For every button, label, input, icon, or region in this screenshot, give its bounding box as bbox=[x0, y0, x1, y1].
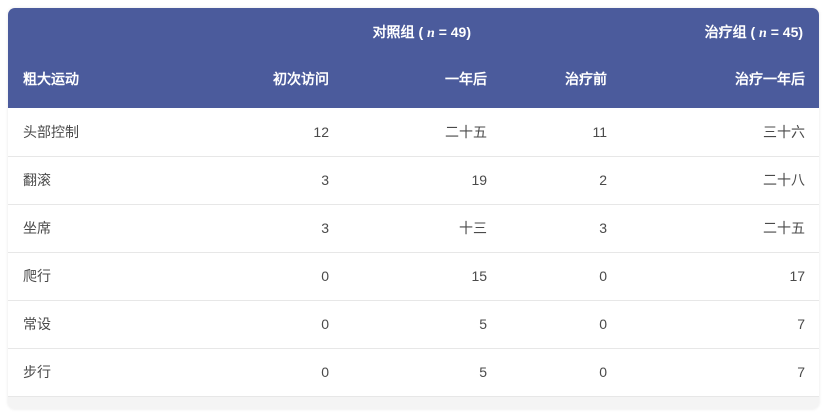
table-header: 对照组 ( n = 49) 治疗组 ( n = 45) 粗大运动 初次访问 一年… bbox=[8, 8, 819, 108]
column-header-pre-treatment: 治疗前 bbox=[501, 56, 622, 108]
cell-value: 5 bbox=[343, 347, 502, 396]
cell-value: 3 bbox=[208, 155, 343, 204]
row-label: 爬行 bbox=[8, 251, 208, 300]
column-header-treatment-one-year: 治疗一年后 bbox=[621, 56, 819, 108]
cell-value: 0 bbox=[501, 347, 622, 396]
cell-value: 0 bbox=[208, 347, 343, 396]
cell-value: 三十六 bbox=[621, 108, 819, 156]
table-body: 头部控制 12 二十五 11 三十六 翻滚 3 19 2 二十八 坐席 3 十三 bbox=[8, 108, 819, 396]
cell-value: 3 bbox=[208, 203, 343, 252]
cell-value: 二十五 bbox=[621, 203, 819, 252]
n-symbol: n bbox=[759, 26, 767, 41]
row-label: 常设 bbox=[8, 299, 208, 348]
cell-value: 19 bbox=[343, 155, 502, 204]
cell-value: 十三 bbox=[343, 203, 502, 252]
group-header-spacer bbox=[8, 8, 208, 56]
gross-motor-table: 对照组 ( n = 49) 治疗组 ( n = 45) 粗大运动 初次访问 一年… bbox=[8, 8, 819, 396]
table-row: 头部控制 12 二十五 11 三十六 bbox=[8, 108, 819, 156]
data-table-card: 对照组 ( n = 49) 治疗组 ( n = 45) 粗大运动 初次访问 一年… bbox=[8, 8, 819, 409]
column-header-row: 粗大运动 初次访问 一年后 治疗前 治疗一年后 bbox=[8, 56, 819, 108]
table-row: 坐席 3 十三 3 二十五 bbox=[8, 203, 819, 252]
cell-value: 12 bbox=[208, 108, 343, 156]
cell-value: 0 bbox=[208, 299, 343, 348]
cell-value: 7 bbox=[621, 299, 819, 348]
cell-value: 二十八 bbox=[621, 155, 819, 204]
cell-value: 0 bbox=[501, 251, 622, 300]
n-symbol: n bbox=[427, 26, 435, 41]
table-row: 常设 0 5 0 7 bbox=[8, 299, 819, 348]
cell-value: 2 bbox=[501, 155, 622, 204]
row-label: 翻滚 bbox=[8, 155, 208, 204]
group-header-row: 对照组 ( n = 49) 治疗组 ( n = 45) bbox=[8, 8, 819, 56]
control-group-header: 对照组 ( n = 49) bbox=[208, 8, 502, 56]
table-row: 爬行 0 15 0 17 bbox=[8, 251, 819, 300]
treatment-group-label: 治疗组 ( bbox=[704, 24, 760, 40]
cell-value: 0 bbox=[208, 251, 343, 300]
row-label: 头部控制 bbox=[8, 108, 208, 156]
column-header-one-year-later: 一年后 bbox=[343, 56, 502, 108]
treatment-group-header: 治疗组 ( n = 45) bbox=[501, 8, 819, 56]
treatment-group-n-value: = 45) bbox=[766, 24, 804, 40]
table-row: 翻滚 3 19 2 二十八 bbox=[8, 155, 819, 204]
control-group-n-value: = 49) bbox=[434, 24, 472, 40]
cell-value: 11 bbox=[501, 108, 622, 156]
table-row: 步行 0 5 0 7 bbox=[8, 347, 819, 396]
cell-value: 3 bbox=[501, 203, 622, 252]
cell-value: 0 bbox=[501, 299, 622, 348]
cell-value: 17 bbox=[621, 251, 819, 300]
cell-value: 7 bbox=[621, 347, 819, 396]
control-group-label: 对照组 ( bbox=[372, 24, 428, 40]
column-header-first-visit: 初次访问 bbox=[208, 56, 343, 108]
row-label: 坐席 bbox=[8, 203, 208, 252]
cell-value: 15 bbox=[343, 251, 502, 300]
partial-next-row bbox=[8, 396, 819, 409]
cell-value: 5 bbox=[343, 299, 502, 348]
cell-value: 二十五 bbox=[343, 108, 502, 156]
column-header-gross-motor: 粗大运动 bbox=[8, 56, 208, 108]
row-label: 步行 bbox=[8, 347, 208, 396]
